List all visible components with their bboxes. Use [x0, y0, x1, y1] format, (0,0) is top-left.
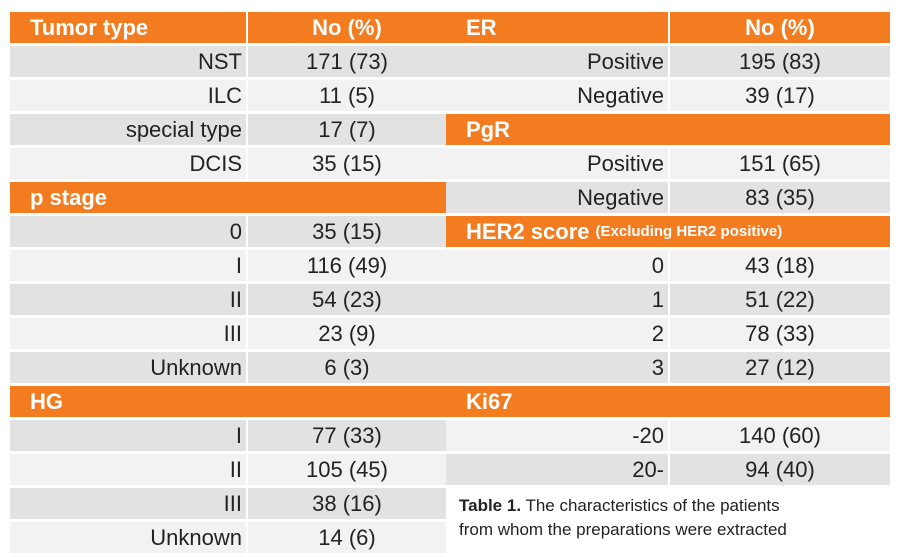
row-value: 51 (22)	[668, 284, 890, 315]
row-label: Positive	[586, 151, 664, 176]
row-label: III	[223, 321, 242, 346]
ki67-title: Ki67	[466, 388, 513, 414]
row-label: I	[235, 253, 242, 278]
row-value: 77 (33)	[246, 420, 446, 451]
row-value: 27 (12)	[668, 352, 890, 383]
table-row: -20 140 (60)	[446, 420, 890, 451]
row-value: 23 (9)	[246, 318, 446, 349]
table-row: ILC 11 (5)	[10, 80, 446, 111]
row-value: 35 (15)	[246, 148, 446, 179]
row-value: 105 (45)	[246, 454, 446, 485]
er-title: ER	[466, 14, 497, 40]
row-label: II	[229, 457, 242, 482]
tumor-type-title: Tumor type	[30, 14, 149, 40]
row-label: 3	[651, 355, 664, 380]
table-caption: Table 1. The characteristics of the pati…	[459, 494, 889, 542]
row-label: Positive	[586, 49, 664, 74]
row-value: 140 (60)	[668, 420, 890, 451]
row-label: Unknown	[150, 355, 242, 380]
right-table: ER No (%) Positive 195 (83) Negative 39 (1…	[446, 12, 890, 485]
row-label: ILC	[207, 83, 242, 108]
er-header: ER No (%)	[446, 12, 890, 43]
row-value: 151 (65)	[668, 148, 890, 179]
table-row: III 23 (9)	[10, 318, 446, 349]
row-value: 171 (73)	[246, 46, 446, 77]
row-value: 43 (18)	[668, 250, 890, 281]
row-value: 54 (23)	[246, 284, 446, 315]
row-value: 39 (17)	[668, 80, 890, 111]
p-stage-header: p stage	[10, 182, 446, 213]
table-row: I 116 (49)	[10, 250, 446, 281]
table-row: Positive 151 (65)	[446, 148, 890, 179]
row-value: 17 (7)	[246, 114, 446, 145]
table-row: special type 17 (7)	[10, 114, 446, 145]
pgr-title: PgR	[466, 116, 510, 142]
row-value: 11 (5)	[246, 80, 446, 111]
row-label: II	[229, 287, 242, 312]
table-row: II 105 (45)	[10, 454, 446, 485]
her2-title: HER2 score	[466, 218, 590, 244]
table-row: III 38 (16)	[10, 488, 446, 519]
row-label: 1	[651, 287, 664, 312]
row-value: 6 (3)	[246, 352, 446, 383]
table-row: Negative 39 (17)	[446, 80, 890, 111]
table-row: 3 27 (12)	[446, 352, 890, 383]
ki67-header: Ki67	[446, 386, 890, 417]
row-label: -20	[632, 423, 664, 448]
row-label: 20-	[632, 457, 664, 482]
row-label: 0	[651, 253, 664, 278]
row-label: NST	[198, 49, 242, 74]
row-label: III	[223, 491, 242, 516]
row-label: special type	[125, 117, 242, 142]
table-row: 0 35 (15)	[10, 216, 446, 247]
row-label: Negative	[577, 83, 664, 108]
p-stage-title: p stage	[30, 184, 108, 210]
table-row: 20- 94 (40)	[446, 454, 890, 485]
row-label: Unknown	[150, 525, 242, 550]
table-row: 1 51 (22)	[446, 284, 890, 315]
row-value: 14 (6)	[246, 522, 446, 553]
table-row: NST 171 (73)	[10, 46, 446, 77]
pgr-header: PgR	[446, 114, 890, 145]
table-row: I 77 (33)	[10, 420, 446, 451]
tumor-type-header: Tumor type No (%)	[10, 12, 446, 43]
table-row: Unknown 14 (6)	[10, 522, 446, 553]
no-percent-header: No (%)	[668, 12, 890, 43]
table-row: DCIS 35 (15)	[10, 148, 446, 179]
hg-header: HG	[10, 386, 446, 417]
caption-label: Table 1.	[459, 496, 522, 515]
her2-header: HER2 score (Excluding HER2 positive)	[446, 216, 890, 247]
table-row: Negative 83 (35)	[446, 182, 890, 213]
caption-text-2: from whom the preparations were extracte…	[459, 520, 787, 539]
table-row: Positive 195 (83)	[446, 46, 890, 77]
row-label: DCIS	[189, 151, 242, 176]
row-label: Negative	[577, 185, 664, 210]
row-value: 94 (40)	[668, 454, 890, 485]
left-table: Tumor type No (%) NST 171 (73) ILC 11 (5) …	[10, 12, 446, 553]
no-percent-header: No (%)	[246, 12, 446, 43]
table-row: Unknown 6 (3)	[10, 352, 446, 383]
row-label: 2	[651, 321, 664, 346]
table-row: II 54 (23)	[10, 284, 446, 315]
her2-subtitle: (Excluding HER2 positive)	[595, 223, 783, 240]
table-row: 0 43 (18)	[446, 250, 890, 281]
row-value: 78 (33)	[668, 318, 890, 349]
row-label: 0	[229, 219, 242, 244]
row-label: I	[235, 423, 242, 448]
row-value: 116 (49)	[246, 250, 446, 281]
row-value: 35 (15)	[246, 216, 446, 247]
caption-text-1: The characteristics of the patients	[521, 496, 780, 515]
row-value: 83 (35)	[668, 182, 890, 213]
hg-title: HG	[30, 388, 63, 414]
row-value: 38 (16)	[246, 488, 446, 519]
row-value: 195 (83)	[668, 46, 890, 77]
table-row: 2 78 (33)	[446, 318, 890, 349]
